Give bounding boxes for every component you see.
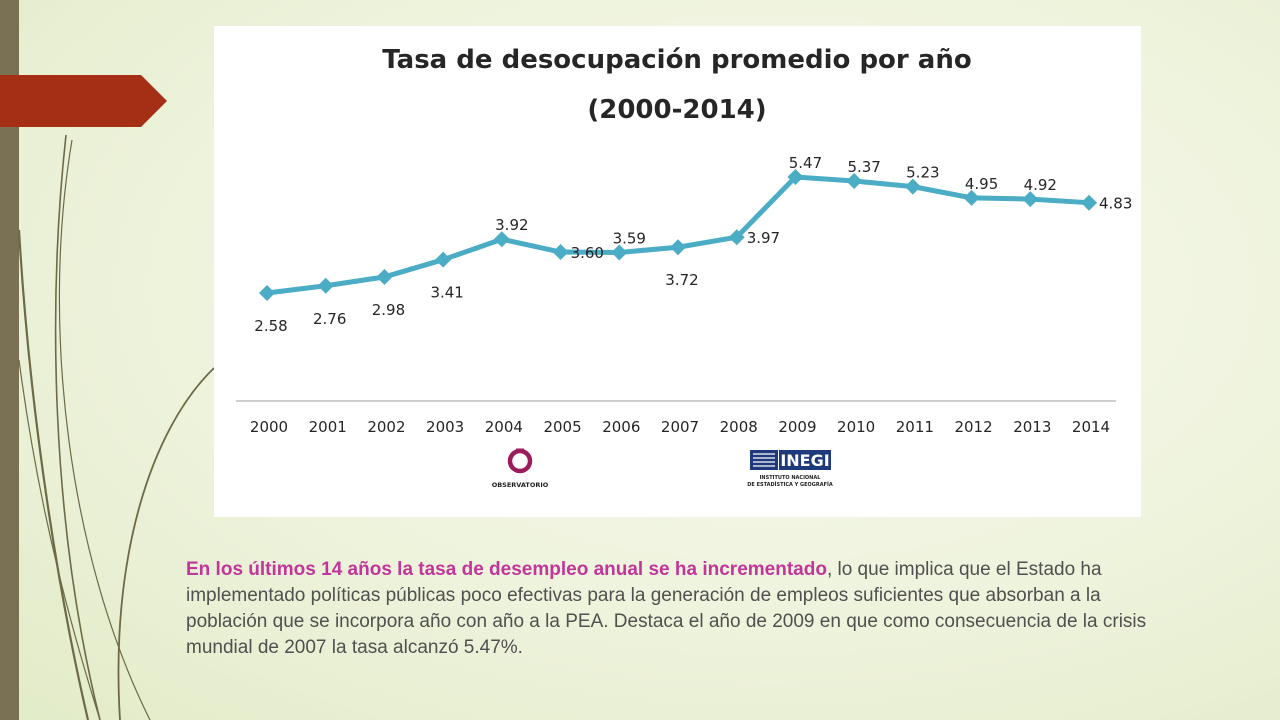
x-tick-2000: 2000	[250, 418, 288, 436]
x-tick-2014: 2014	[1072, 418, 1110, 436]
chart-title-line-1: Tasa de desocupación promedio por año	[382, 45, 971, 75]
inegi-subtitle-line-1: INSTITUTO NACIONAL	[760, 475, 822, 481]
data-label-2006: 3.59	[613, 229, 646, 247]
data-label-2003: 3.41	[430, 284, 463, 302]
data-point-2001	[317, 277, 334, 294]
swoosh-line-5	[18, 359, 101, 720]
data-label-2007: 3.72	[665, 271, 698, 289]
data-label-2002: 2.98	[372, 301, 405, 319]
inegi-logo-icon	[750, 450, 778, 470]
observatorio-logo-text: OBSERVATORIO	[492, 481, 549, 489]
title-pennant	[0, 75, 167, 127]
observatorio-logo-icon	[507, 448, 533, 474]
data-label-2001: 2.76	[313, 310, 346, 328]
data-point-2010	[846, 173, 863, 190]
x-tick-2001: 2001	[309, 418, 347, 436]
data-label-2013: 4.92	[1024, 176, 1057, 194]
swoosh-line-4	[117, 367, 215, 720]
x-tick-2012: 2012	[954, 418, 992, 436]
data-point-2011	[904, 178, 921, 195]
caption-paragraph: En los últimos 14 años la tasa de desemp…	[186, 557, 1154, 661]
data-label-2008: 3.97	[747, 229, 780, 247]
x-tick-2011: 2011	[896, 418, 934, 436]
data-point-2004	[493, 231, 510, 248]
chart-panel: Tasa de desocupación promedio por año (2…	[214, 26, 1141, 517]
data-point-2009	[787, 169, 804, 185]
x-tick-2002: 2002	[367, 418, 405, 436]
data-label-2009: 5.47	[789, 154, 822, 172]
data-point-2006	[611, 244, 628, 261]
data-label-2004: 3.92	[495, 216, 528, 234]
swoosh-line-3	[17, 229, 90, 720]
x-tick-2006: 2006	[602, 418, 640, 436]
caption-highlight: En los últimos 14 años la tasa de desemp…	[186, 559, 827, 580]
line-chart: Tasa de desocupación promedio por año (2…	[236, 45, 1132, 489]
data-labels-layer: 2.58 2.76 2.98 3.41 3.92 3.60 3.59 3.72 3.97 5.47…	[254, 154, 1132, 335]
x-tick-2005: 2005	[543, 418, 581, 436]
decorative-swooshes	[17, 134, 215, 720]
x-tick-2008: 2008	[720, 418, 758, 436]
chart-title-line-2: (2000-2014)	[587, 95, 766, 125]
x-tick-2007: 2007	[661, 418, 699, 436]
data-label-2011: 5.23	[906, 164, 939, 182]
data-label-2010: 5.37	[847, 158, 880, 176]
x-tick-2004: 2004	[485, 418, 523, 436]
x-tick-2010: 2010	[837, 418, 875, 436]
observatorio-logo: OBSERVATORIO	[492, 448, 549, 489]
data-point-2008	[728, 229, 745, 246]
data-point-2012	[963, 189, 980, 206]
data-label-2000: 2.58	[254, 317, 287, 335]
swoosh-line-1	[54, 134, 101, 720]
x-tick-2003: 2003	[426, 418, 464, 436]
inegi-logo: INEGI INSTITUTO NACIONAL DE ESTADÍSTICA …	[747, 450, 833, 488]
x-tick-2009: 2009	[778, 418, 816, 436]
caption-body: , lo que implica que el Estado ha implem…	[186, 559, 1147, 658]
swoosh-line-2	[58, 139, 151, 720]
left-sidebar-bar	[0, 0, 19, 720]
data-point-2002	[376, 268, 393, 285]
data-point-2014	[1081, 194, 1097, 211]
inegi-subtitle-line-2: DE ESTADÍSTICA Y GEOGRAFÍA	[747, 480, 833, 488]
data-point-2007	[670, 239, 686, 256]
data-label-2012: 4.95	[965, 175, 998, 193]
data-point-2000	[259, 285, 275, 301]
series-layer	[259, 169, 1097, 301]
data-point-2005	[552, 244, 569, 261]
data-label-2005: 3.60	[571, 244, 604, 262]
x-tick-2013: 2013	[1013, 418, 1051, 436]
data-label-2014: 4.83	[1099, 195, 1132, 213]
inegi-logo-text: INEGI	[780, 451, 829, 470]
data-point-2003	[435, 251, 452, 268]
x-tick-labels-layer: 2000 2001 2002 2003 2004 2005 2006 2007 2008 2009…	[250, 418, 1110, 436]
